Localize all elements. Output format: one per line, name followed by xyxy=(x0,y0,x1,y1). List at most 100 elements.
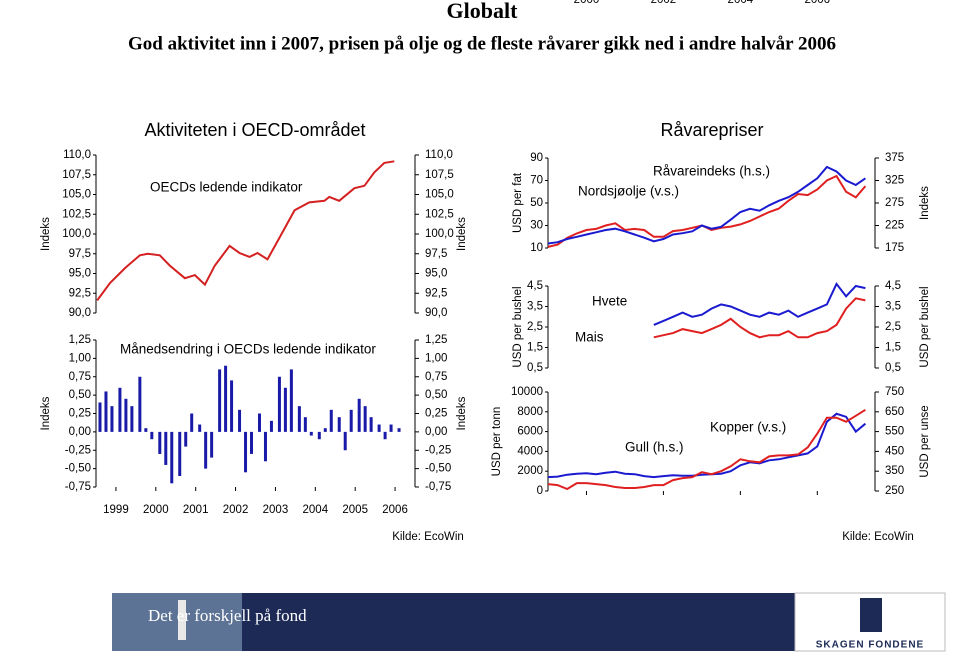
y2-tick-label: 350 xyxy=(885,465,904,477)
y-tick-label: 8000 xyxy=(517,406,543,418)
y-tick-label: 0,25 xyxy=(425,408,447,420)
bar xyxy=(104,391,108,432)
y-tick-label: -0,75 xyxy=(425,481,451,493)
y-tick-label: 107,5 xyxy=(425,169,454,181)
y-tick-label: 2000 xyxy=(517,465,543,477)
y2-tick-label: 375 xyxy=(885,152,904,164)
y-tick-label: 97,5 xyxy=(425,248,447,260)
y-tick-label: 105,0 xyxy=(62,189,91,201)
y-tick-label: 0,25 xyxy=(69,408,91,420)
y-tick-label: 90,0 xyxy=(69,307,91,319)
y-tick-label: -0,25 xyxy=(65,444,91,456)
y2-axis-label: USD per bushel xyxy=(919,286,931,367)
bar xyxy=(349,409,353,432)
y-tick-label: 4000 xyxy=(517,445,543,457)
y2-tick-label: 750 xyxy=(885,386,904,398)
series-label: Mais xyxy=(575,330,604,345)
y-tick-label: 50 xyxy=(530,197,543,209)
y2-tick-label: 2,5 xyxy=(885,321,901,333)
y-tick-label: 0,75 xyxy=(69,371,91,383)
title: Globalt xyxy=(447,0,519,23)
series-label: Hvete xyxy=(592,294,627,309)
y-tick-label: 90 xyxy=(530,152,543,164)
y-axis-label: Indeks xyxy=(40,217,52,251)
bar xyxy=(389,424,393,432)
subtitle: God aktivitet inn i 2007, prisen på olje… xyxy=(128,33,836,54)
y-tick-label: 6000 xyxy=(517,426,543,438)
bar xyxy=(164,431,168,465)
series-line xyxy=(653,281,866,326)
x-tick-label: 2000 xyxy=(143,504,169,516)
y-tick-label: 90,0 xyxy=(425,307,447,319)
bar xyxy=(238,409,242,432)
series-label: Månedsendring i OECDs ledende indikator xyxy=(120,342,376,357)
slogan: Det er forskjell på fond xyxy=(148,606,307,625)
series-label: Gull (h.s.) xyxy=(625,440,684,455)
y2-tick-label: 4,5 xyxy=(885,280,901,292)
bar xyxy=(369,417,373,432)
bar xyxy=(210,431,214,458)
x-tick-label: 2003 xyxy=(263,504,289,516)
bar xyxy=(297,406,301,432)
logo-mark xyxy=(860,598,882,632)
y-axis-label: Indeks xyxy=(40,396,52,430)
bar xyxy=(377,424,381,432)
y-tick-label: 1,25 xyxy=(69,334,91,346)
bar xyxy=(363,406,367,432)
y2-tick-label: 275 xyxy=(885,197,904,209)
bar xyxy=(144,428,148,432)
series-label: OECDs ledende indikator xyxy=(150,180,303,195)
y-tick-label: 0,5 xyxy=(527,362,543,374)
y2-tick-label: 650 xyxy=(885,406,904,418)
y-tick-label: -0,50 xyxy=(425,463,451,475)
bar xyxy=(224,365,228,432)
panel-title: Råvarepriser xyxy=(660,120,763,140)
x-tick-label: 2004 xyxy=(303,504,329,516)
bar xyxy=(110,406,114,432)
y2-tick-label: 3,5 xyxy=(885,301,901,313)
series-line xyxy=(96,160,395,301)
y2-axis-label: USD per unse xyxy=(919,405,931,477)
y-tick-label: 92,5 xyxy=(69,287,91,299)
bar xyxy=(309,431,313,436)
y-tick-label: 0,50 xyxy=(425,389,447,401)
bar xyxy=(184,431,188,447)
y2-tick-label: 225 xyxy=(885,220,904,232)
bar xyxy=(397,428,401,432)
series-line xyxy=(547,408,866,491)
y-tick-label: 0,00 xyxy=(425,426,447,438)
y-tick-label: 105,0 xyxy=(425,189,454,201)
y2-tick-label: 450 xyxy=(885,445,904,457)
x-tick-label: 2004 xyxy=(728,0,754,6)
y-tick-label: 1,25 xyxy=(425,334,447,346)
y-tick-label: 95,0 xyxy=(425,268,447,280)
y-axis-label: USD per tonn xyxy=(491,407,503,477)
bar xyxy=(230,380,234,432)
x-tick-label: 2002 xyxy=(223,504,249,516)
series-line xyxy=(547,412,867,479)
y-tick-label: 4,5 xyxy=(527,280,543,292)
y-axis-label: USD per bushel xyxy=(512,286,524,367)
y2-axis-label: Indeks xyxy=(456,396,468,430)
y-tick-label: 107,5 xyxy=(62,169,91,181)
x-tick-label: 2006 xyxy=(804,0,830,6)
bar xyxy=(190,413,194,432)
x-tick-label: 2001 xyxy=(183,504,209,516)
x-tick-label: 2000 xyxy=(574,0,600,6)
y-tick-label: -0,75 xyxy=(65,481,91,493)
y2-axis-label: Indeks xyxy=(456,217,468,251)
bar xyxy=(218,369,222,432)
lighthouse xyxy=(178,600,186,640)
bar xyxy=(263,431,267,462)
bar xyxy=(269,420,273,432)
source: Kilde: EcoWin xyxy=(392,531,464,543)
bar xyxy=(250,431,254,454)
bar xyxy=(244,431,248,473)
y-tick-label: 95,0 xyxy=(69,268,91,280)
bar xyxy=(150,431,154,440)
x-tick-label: 2002 xyxy=(651,0,677,6)
y2-tick-label: 325 xyxy=(885,175,904,187)
bar xyxy=(98,402,102,432)
y-tick-label: 1,5 xyxy=(527,342,543,354)
bar xyxy=(357,398,361,432)
